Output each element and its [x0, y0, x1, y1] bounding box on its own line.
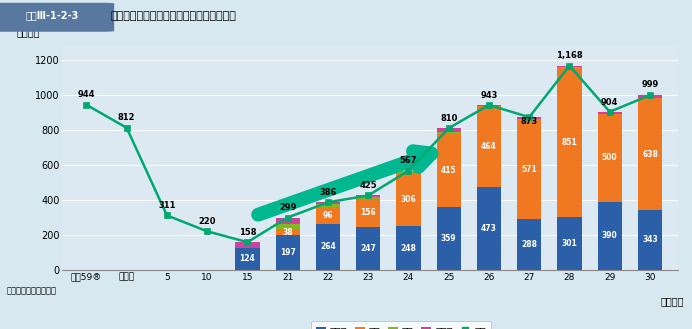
Bar: [356, 227, 381, 270]
Bar: [557, 67, 581, 68]
Text: 1,168: 1,168: [556, 51, 583, 60]
Text: 248: 248: [401, 243, 417, 253]
Bar: [517, 219, 541, 270]
Text: 999: 999: [641, 80, 659, 89]
Text: 288: 288: [521, 240, 537, 249]
Text: 306: 306: [401, 195, 417, 204]
Text: 299: 299: [279, 203, 296, 212]
Bar: [477, 187, 501, 270]
Bar: [517, 119, 541, 120]
Bar: [235, 248, 260, 270]
Bar: [397, 173, 421, 226]
Bar: [477, 106, 501, 187]
Bar: [557, 68, 581, 217]
Bar: [437, 207, 461, 270]
Bar: [638, 95, 662, 98]
Text: 359: 359: [441, 234, 457, 243]
Text: 220: 220: [199, 217, 216, 226]
Text: 500: 500: [602, 153, 617, 163]
Text: 38: 38: [282, 228, 293, 237]
Text: 851: 851: [562, 138, 577, 147]
Bar: [517, 120, 541, 219]
Text: 943: 943: [480, 91, 498, 100]
Text: 156: 156: [361, 209, 376, 217]
Bar: [557, 65, 581, 67]
Text: 944: 944: [78, 90, 95, 99]
Bar: [437, 135, 461, 207]
Text: 311: 311: [158, 201, 176, 210]
Bar: [598, 112, 622, 114]
Text: 904: 904: [601, 97, 619, 107]
Text: 390: 390: [602, 231, 617, 240]
Text: 158: 158: [239, 228, 256, 237]
Bar: [356, 195, 381, 197]
Text: 343: 343: [642, 235, 658, 244]
Legend: ロシア, 中国, 台湾, その他, 合計: ロシア, 中国, 台湾, その他, 合計: [311, 321, 491, 329]
Text: 197: 197: [280, 248, 295, 257]
Text: 96: 96: [322, 211, 334, 220]
FancyBboxPatch shape: [0, 3, 114, 32]
Text: 301: 301: [562, 239, 577, 248]
Y-axis label: （回数）: （回数）: [17, 27, 40, 37]
Text: 810: 810: [440, 114, 457, 123]
Bar: [316, 204, 340, 207]
Text: 812: 812: [118, 113, 136, 122]
Bar: [557, 217, 581, 270]
Bar: [477, 105, 501, 106]
Text: 425: 425: [359, 181, 377, 190]
Text: （注）冷戦期のピーク: （注）冷戦期のピーク: [7, 286, 57, 295]
Bar: [275, 235, 300, 270]
Bar: [437, 128, 461, 132]
Bar: [316, 207, 340, 224]
Text: （年度）: （年度）: [661, 297, 684, 307]
Text: 873: 873: [520, 117, 538, 126]
Text: 571: 571: [521, 165, 537, 174]
Text: 264: 264: [320, 242, 336, 251]
Bar: [437, 132, 461, 135]
Bar: [598, 202, 622, 270]
Bar: [275, 224, 300, 229]
Bar: [356, 199, 381, 227]
Text: 247: 247: [361, 244, 376, 253]
Text: 415: 415: [441, 166, 457, 175]
Text: 冷戦期以降の緧急発進実施回数とその内訳: 冷戦期以降の緧急発進実施回数とその内訳: [111, 11, 237, 20]
Bar: [356, 197, 381, 199]
Bar: [316, 202, 340, 204]
Bar: [235, 242, 260, 248]
Text: 図表Ⅲ-1-2-3: 図表Ⅲ-1-2-3: [26, 11, 78, 20]
Bar: [275, 217, 300, 224]
Bar: [598, 114, 622, 202]
Bar: [638, 210, 662, 270]
Bar: [517, 117, 541, 119]
Bar: [638, 98, 662, 210]
Bar: [275, 229, 300, 235]
Text: 567: 567: [400, 156, 417, 165]
Bar: [397, 171, 421, 173]
Bar: [397, 226, 421, 270]
Text: 386: 386: [319, 188, 336, 197]
Bar: [316, 224, 340, 270]
Text: 464: 464: [481, 142, 497, 151]
Text: 638: 638: [642, 150, 658, 159]
Text: 124: 124: [239, 254, 255, 264]
Text: 473: 473: [481, 224, 497, 233]
